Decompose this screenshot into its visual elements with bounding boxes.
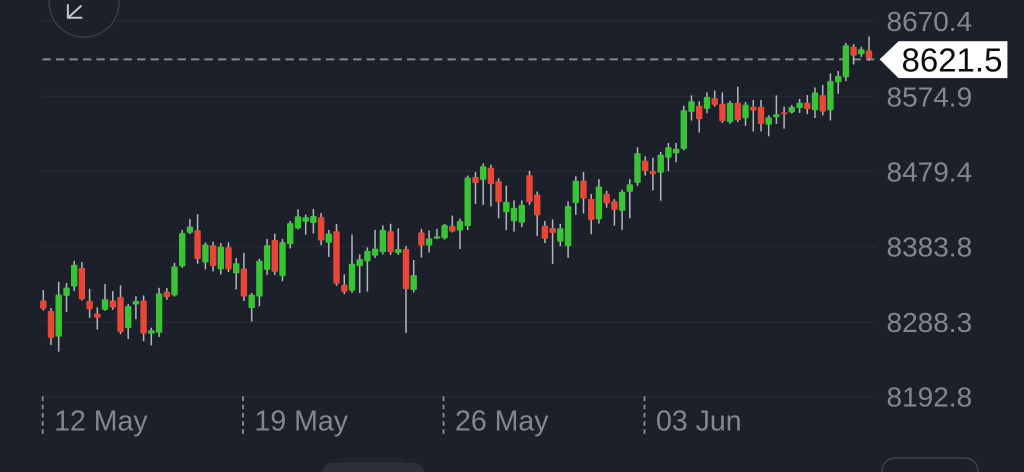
svg-text:26 May: 26 May [455,406,549,438]
svg-text:8479.4: 8479.4 [887,157,973,188]
svg-text:8383.8: 8383.8 [887,232,973,263]
svg-text:12 May: 12 May [54,406,148,438]
svg-text:03 Jun: 03 Jun [656,406,742,438]
svg-text:8192.8: 8192.8 [887,382,973,413]
svg-text:8288.3: 8288.3 [887,307,973,338]
svg-text:8574.9: 8574.9 [887,82,973,113]
svg-text:19 May: 19 May [255,406,349,438]
svg-text:8621.5: 8621.5 [902,41,1003,78]
svg-text:8670.4: 8670.4 [887,6,973,37]
